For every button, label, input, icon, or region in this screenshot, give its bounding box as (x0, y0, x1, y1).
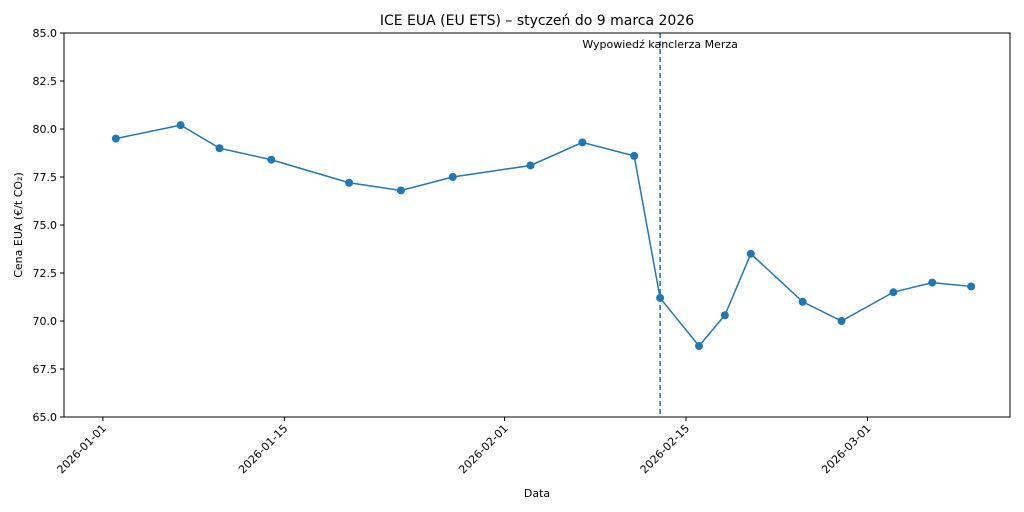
x-axis-label: Data (524, 487, 550, 500)
data-point (578, 138, 587, 147)
data-point (967, 282, 976, 291)
y-axis-label: Cena EUA (€/t CO₂) (12, 172, 25, 278)
x-tick-label: 2026-01-15 (236, 422, 290, 476)
data-point (889, 288, 898, 297)
data-point (928, 278, 937, 287)
y-tick-label: 72.5 (33, 267, 58, 280)
data-point (267, 155, 276, 164)
data-point (656, 293, 665, 302)
y-tick-label: 80.0 (33, 123, 58, 136)
chart-title: ICE EUA (EU ETS) – styczeń do 9 marca 20… (380, 13, 694, 29)
y-tick-label: 65.0 (33, 411, 58, 424)
data-point (720, 311, 729, 320)
data-point (215, 144, 224, 153)
data-point (694, 341, 703, 350)
x-tick-label: 2026-02-15 (638, 422, 692, 476)
data-point (448, 173, 457, 181)
data-point (837, 317, 846, 325)
y-tick-label: 77.5 (33, 171, 58, 184)
series-line (115, 124, 972, 348)
event-annotation: Wypowiedź kanclerza Merza (582, 38, 738, 51)
y-tick-label: 85.0 (33, 27, 58, 40)
data-point (345, 178, 354, 187)
x-tick-label: 2026-01-01 (55, 422, 109, 476)
data-point (746, 249, 755, 258)
data-point (630, 151, 639, 160)
data-point (176, 121, 185, 130)
data-point (526, 161, 535, 170)
plot-area: 65.0 67.5 70.0 72.5 75.0 77.5 80.0 82.5 85.0 2026… (33, 27, 976, 476)
data-point (111, 134, 120, 143)
x-tick-label: 2026-02-01 (456, 422, 510, 476)
y-tick-label: 70.0 (33, 315, 58, 328)
data-point (798, 297, 807, 306)
y-tick-label: 67.5 (33, 363, 58, 376)
y-tick-label: 75.0 (33, 219, 58, 232)
data-point (396, 186, 405, 195)
x-tick-label: 2026-03-01 (819, 422, 873, 476)
plot-frame (63, 32, 1011, 418)
y-tick-label: 82.5 (33, 75, 58, 88)
